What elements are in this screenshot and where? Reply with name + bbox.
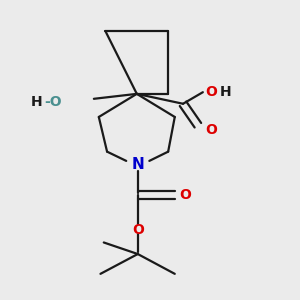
- Text: O: O: [205, 123, 217, 137]
- Text: H: H: [220, 85, 232, 99]
- Text: O: O: [180, 188, 192, 202]
- Text: O: O: [205, 85, 217, 99]
- Text: H: H: [31, 95, 43, 109]
- Text: -O: -O: [44, 95, 62, 109]
- Text: O: O: [132, 223, 144, 237]
- Text: N: N: [131, 158, 144, 172]
